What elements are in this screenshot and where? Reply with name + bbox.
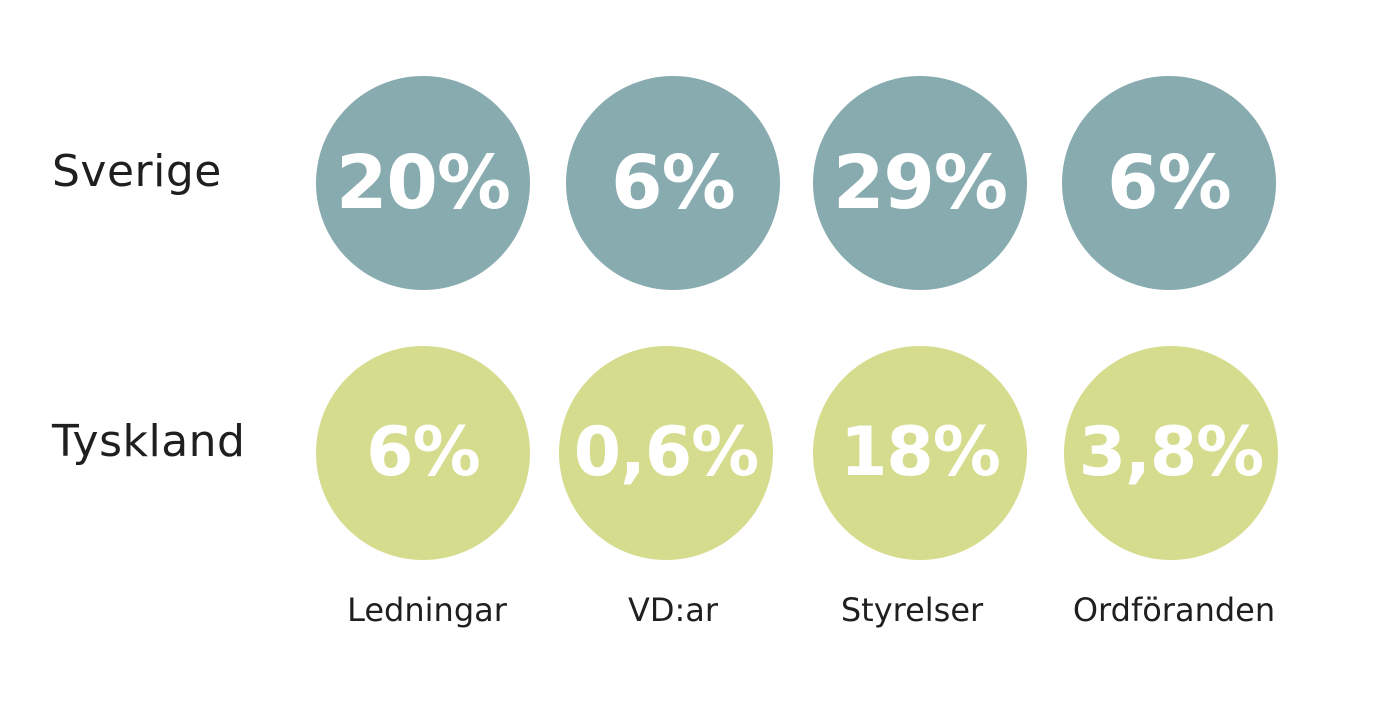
column-label-styrelser: Styrelser (840, 591, 984, 629)
sverige-ledningar-circle: 20% (316, 76, 530, 290)
tyskland-ledningar-circle: 6% (316, 346, 530, 560)
tyskland-ordforanden-circle: 3,8% (1064, 346, 1278, 560)
sverige-vdar-circle: 6% (566, 76, 780, 290)
row-label-tyskland: Tyskland (52, 416, 246, 467)
sverige-ordforanden-circle: 6% (1062, 76, 1276, 290)
column-label-ledningar: Ledningar (347, 591, 507, 629)
row-label-sverige: Sverige (52, 146, 222, 197)
tyskland-vdar-circle: 0,6% (559, 346, 773, 560)
column-label-ordforanden: Ordföranden (1072, 591, 1276, 629)
sverige-styrelser-circle: 29% (813, 76, 1027, 290)
tyskland-styrelser-circle: 18% (813, 346, 1027, 560)
column-label-vdar: VD:ar (627, 591, 719, 629)
